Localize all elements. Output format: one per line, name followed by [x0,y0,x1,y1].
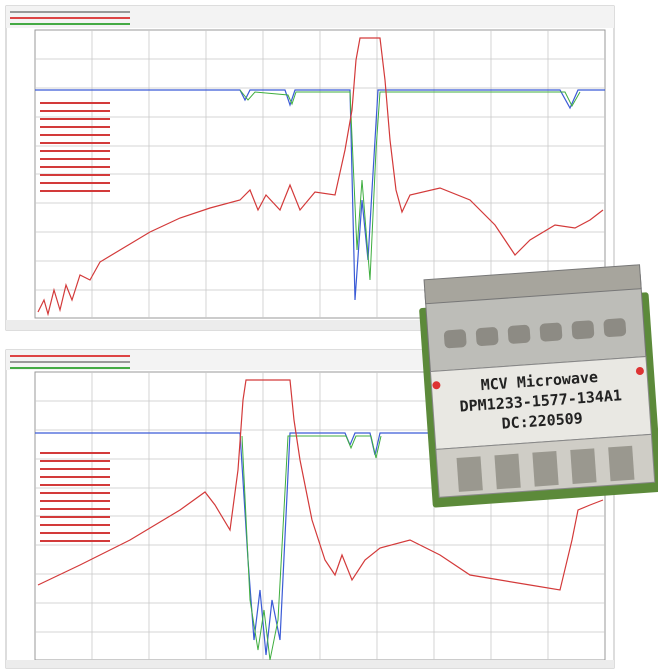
trace-red [37,37,604,317]
trace-green [241,435,382,661]
status-bar [6,320,614,330]
device-label-line: DC:220509 [501,409,583,433]
holes [443,318,627,349]
trace-green [239,89,581,281]
status-bar [6,660,614,668]
solder-dot [635,366,644,375]
marker-table [40,102,110,192]
trace-red [37,379,604,591]
connector-strip [423,264,642,305]
solder-dot [432,381,441,390]
pins [456,445,635,492]
marker-table [40,452,110,542]
header-bar [6,6,614,28]
device-photo: MCV Microwave DPM1233-1577-134A1 DC:2205… [419,264,658,508]
trace-blue [35,89,605,301]
